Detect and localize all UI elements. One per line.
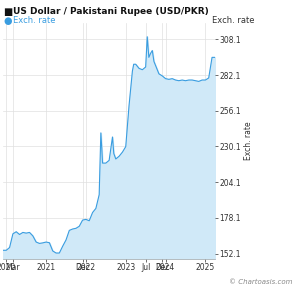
Y-axis label: Exch. rate: Exch. rate — [244, 122, 253, 160]
Text: © Chartoasis.com: © Chartoasis.com — [229, 279, 292, 285]
Text: ■: ■ — [3, 7, 12, 17]
Text: Exch. rate: Exch. rate — [212, 16, 255, 25]
Text: ●: ● — [3, 16, 12, 26]
Text: US Dollar / Pakistani Rupee (USD/PKR): US Dollar / Pakistani Rupee (USD/PKR) — [13, 7, 209, 16]
Text: Exch. rate: Exch. rate — [13, 16, 56, 25]
